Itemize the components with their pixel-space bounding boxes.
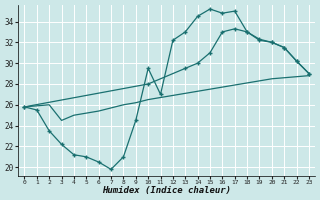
X-axis label: Humidex (Indice chaleur): Humidex (Indice chaleur) bbox=[102, 186, 231, 195]
